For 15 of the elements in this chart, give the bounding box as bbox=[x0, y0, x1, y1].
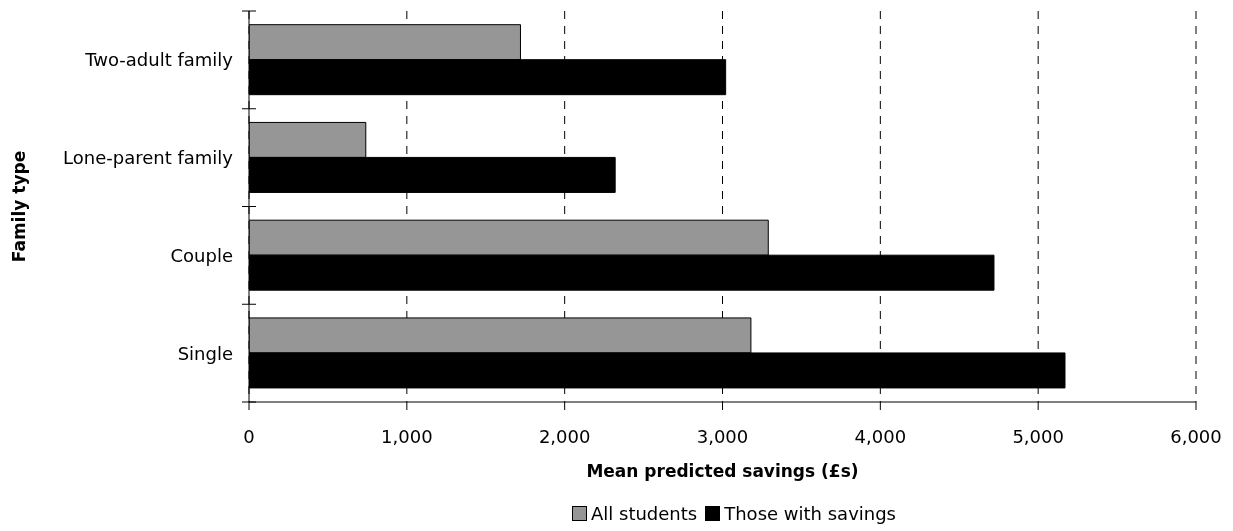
x-tick-label: 4,000 bbox=[854, 425, 907, 447]
x-tick-label: 6,000 bbox=[1170, 425, 1222, 447]
x-tick-label: 1,000 bbox=[381, 425, 433, 447]
legend-label: All students bbox=[590, 503, 698, 524]
y-tick-label: Lone-parent family bbox=[63, 147, 234, 169]
x-tick-label: 2,000 bbox=[538, 425, 591, 447]
x-axis-title: Mean predicted savings (£s) bbox=[586, 461, 859, 481]
y-axis-title: Family type bbox=[9, 150, 29, 263]
y-tick-label: Two-adult family bbox=[84, 49, 234, 71]
legend-label: Those with savings bbox=[724, 503, 896, 524]
x-tick-label: 5,000 bbox=[1012, 425, 1064, 447]
x-tick-label: 3,000 bbox=[696, 425, 749, 447]
y-tick-label: Couple bbox=[170, 244, 233, 266]
y-tick-label: Single bbox=[177, 342, 233, 364]
x-tick-label: 0 bbox=[243, 425, 255, 447]
